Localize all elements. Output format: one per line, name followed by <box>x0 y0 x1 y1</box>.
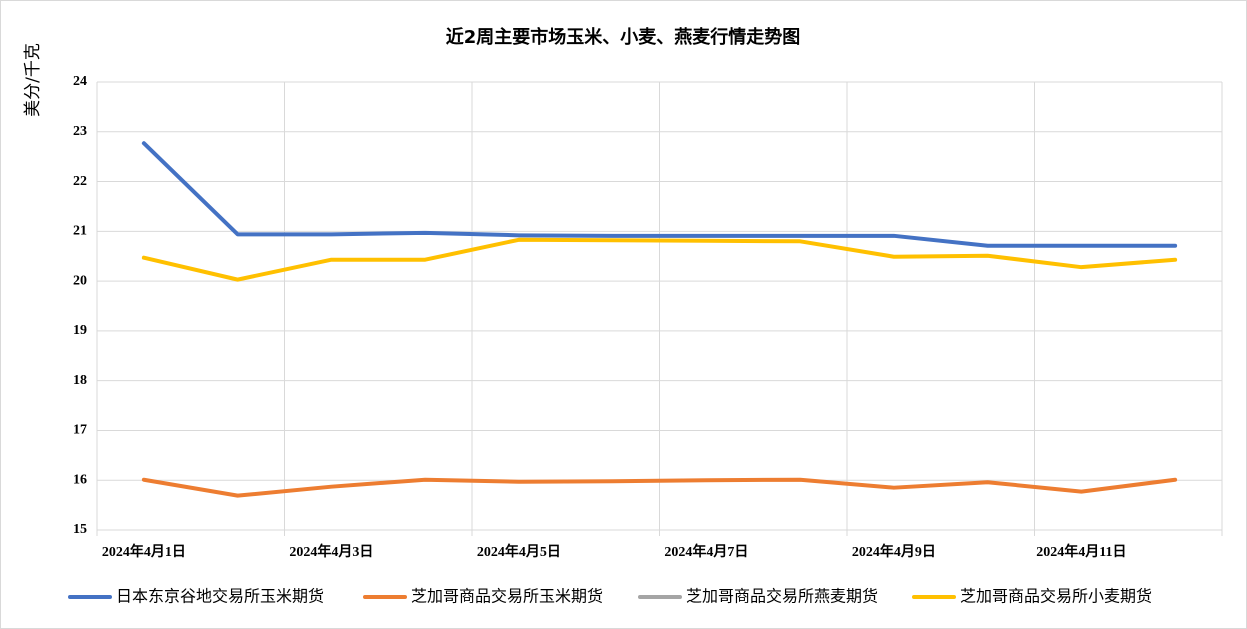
y-tick-label: 21 <box>73 224 87 239</box>
series-line <box>141 237 1178 282</box>
x-tick-label: 2024年4月5日 <box>477 543 561 560</box>
y-tick-label: 16 <box>73 472 87 487</box>
y-tick-label: 24 <box>73 74 87 89</box>
y-tick-label: 23 <box>73 124 87 139</box>
y-tick-label: 15 <box>73 522 87 537</box>
series-line <box>141 141 1178 248</box>
y-tick-label: 18 <box>73 373 87 388</box>
legend-label: 芝加哥商品交易所玉米期货 <box>411 587 603 606</box>
y-tick-label: 22 <box>73 174 87 189</box>
y-axis-label: 美分/千克 <box>23 43 43 117</box>
x-tick-label: 2024年4月11日 <box>1036 543 1126 560</box>
legend-label: 日本东京谷地交易所玉米期货 <box>116 587 324 606</box>
x-tick-label: 2024年4月7日 <box>664 543 748 560</box>
x-tick-label: 2024年4月9日 <box>852 543 936 560</box>
legend-label: 芝加哥商品交易所小麦期货 <box>960 587 1152 606</box>
y-tick-label: 19 <box>73 323 87 338</box>
x-tick-label: 2024年4月1日 <box>102 543 186 560</box>
series-line <box>141 477 1178 498</box>
y-tick-label: 20 <box>73 273 87 288</box>
legend-label: 芝加哥商品交易所燕麦期货 <box>686 587 878 606</box>
chart-title: 近2周主要市场玉米、小麦、燕麦行情走势图 <box>446 26 801 48</box>
x-tick-label: 2024年4月3日 <box>289 543 373 560</box>
y-tick-label: 17 <box>73 423 87 438</box>
